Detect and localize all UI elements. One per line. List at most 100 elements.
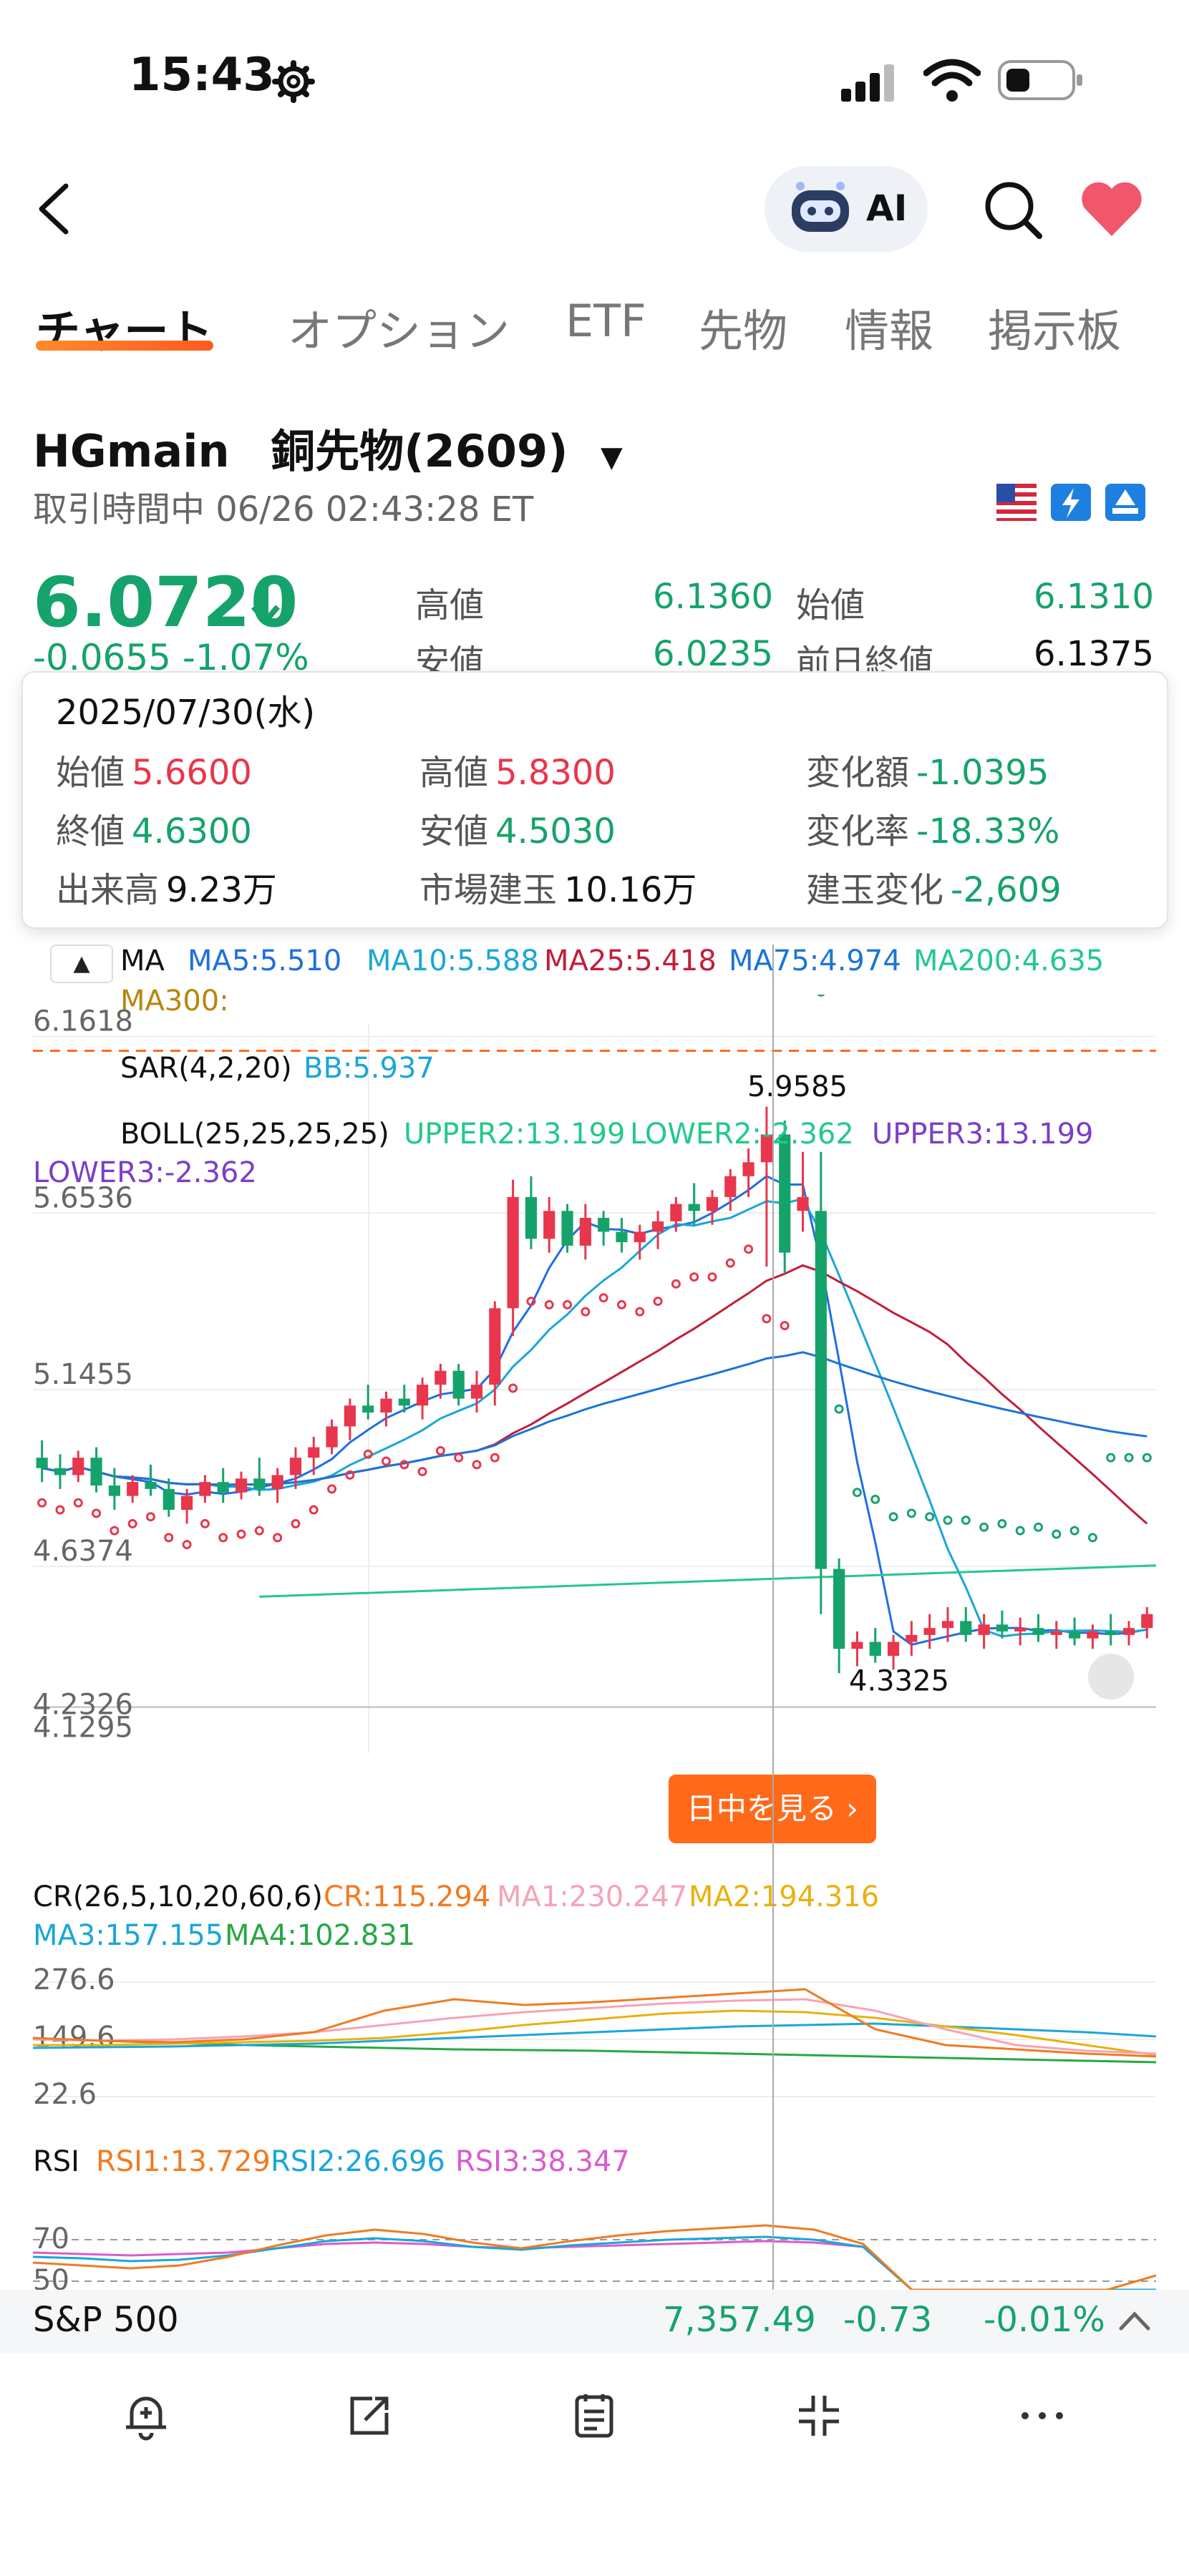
sar-dot [200, 1518, 210, 1528]
candle-body [127, 1482, 139, 1496]
tab-etf[interactable]: ETF [566, 295, 646, 347]
candle-body [1014, 1628, 1027, 1631]
sar-dot [689, 1272, 699, 1282]
sar-dot [490, 1453, 500, 1463]
popup-low: 安値 4.5030 [419, 811, 616, 852]
expand-chevron-up-icon[interactable] [1117, 2306, 1152, 2334]
candle-body [651, 1221, 664, 1232]
candle-body [398, 1398, 410, 1406]
ma75-line [42, 1351, 1147, 1486]
candle-body [271, 1475, 283, 1489]
y-axis-label: 4.2326 [33, 1689, 133, 1722]
sar-dot [544, 1299, 554, 1309]
sar-dot [852, 1488, 862, 1498]
sar-dot [435, 1445, 445, 1455]
rsi-series-line [32, 2224, 1157, 2290]
chevron-right-icon: › [846, 1791, 859, 1826]
popup-oi-change: 建玉変化 -2,609 [806, 870, 1062, 910]
sar-dot [110, 1526, 120, 1536]
rsi1-label: RSI1:13.729 [96, 2145, 271, 2178]
sar-dot [943, 1516, 953, 1526]
candle-body [470, 1385, 483, 1399]
sar-dot [254, 1526, 264, 1536]
sar-dot [73, 1498, 83, 1508]
sar-dot [236, 1529, 246, 1539]
candle-body [36, 1458, 48, 1468]
sar-dot [472, 1460, 482, 1470]
sar-dot [1087, 1533, 1097, 1543]
settings-gear-icon [272, 60, 315, 103]
expand-chart-icon [1088, 1654, 1134, 1700]
sar-dot [508, 1383, 518, 1393]
share-icon[interactable] [344, 2390, 395, 2441]
open-value: 6.1310 [1034, 577, 1154, 617]
candle-body [779, 1134, 791, 1253]
sar-dot [563, 1299, 573, 1309]
candle-body [181, 1496, 193, 1510]
candle-body [525, 1196, 538, 1239]
boll-label: BOLL(25,25,25,25) [120, 1118, 389, 1151]
tab-options[interactable]: オプション [288, 305, 510, 357]
sar-dot [906, 1508, 916, 1518]
popup-volume: 出来高 9.23万 [56, 870, 277, 910]
sar-dot [454, 1453, 464, 1463]
candle-body [996, 1624, 1008, 1631]
candle-body [344, 1405, 356, 1427]
instrument-code: HGmain [33, 425, 230, 477]
cr-series-line [32, 1988, 1157, 2058]
sar-dot [92, 1508, 102, 1518]
sar-dot [182, 1540, 192, 1550]
cr-series-line [32, 2022, 1157, 2049]
sar-dot [309, 1505, 319, 1515]
last-price: 6.0720 [33, 562, 299, 643]
sar-dot [598, 1293, 608, 1303]
y-axis-label: 6.1618 [33, 1005, 133, 1038]
candle-body [1141, 1614, 1153, 1629]
favorite-heart-icon[interactable] [1079, 182, 1144, 239]
notes-icon[interactable] [568, 2390, 620, 2441]
cr-axis-label: 276.6 [33, 1963, 115, 1996]
collapse-arrows-icon[interactable] [793, 2390, 845, 2441]
rsi3-label: RSI3:38.347 [455, 2145, 630, 2178]
sar-dot [381, 1456, 391, 1466]
candle-body [1050, 1631, 1062, 1635]
sar-dot [925, 1512, 935, 1522]
tab-news[interactable]: 情報 [845, 305, 934, 357]
alert-bell-icon[interactable] [120, 2390, 172, 2441]
market-ticker-bar[interactable] [0, 2290, 1189, 2353]
sar-dot [164, 1533, 174, 1543]
popup-open: 始値 5.6600 [56, 753, 252, 793]
popup-date: 2025/07/30(水) [56, 693, 316, 733]
cr-ma4-label: MA4:102.831 [225, 1919, 416, 1952]
robot-icon [792, 182, 849, 232]
price-chart[interactable]: 6.16185.65365.14554.63744.23264.12952025… [0, 995, 1189, 1789]
candle-body [380, 1398, 392, 1413]
more-dots-icon[interactable] [1016, 2390, 1068, 2441]
candle-body [670, 1204, 682, 1221]
tab-board[interactable]: 掲示板 [988, 305, 1122, 357]
collapse-indicators-button[interactable]: ▲ [50, 945, 113, 983]
ma300-label: MA300: [120, 985, 229, 1018]
sar-dot [744, 1244, 754, 1254]
low-value: 6.0235 [653, 634, 773, 674]
sar-dot [1069, 1526, 1079, 1536]
candle-body [724, 1176, 737, 1197]
candle-body [162, 1488, 175, 1510]
tab-futures[interactable]: 先物 [699, 305, 788, 357]
sar-dot [581, 1307, 591, 1317]
y-axis-label: 4.6374 [33, 1535, 133, 1568]
down-arrow-icon [251, 584, 281, 626]
cr-series-line [33, 2009, 1157, 2057]
cr-series-line [32, 2038, 1157, 2064]
search-icon[interactable] [981, 177, 1045, 242]
popup-open-interest: 市場建玉 10.16万 [419, 870, 697, 910]
back-chevron-icon[interactable] [33, 180, 76, 238]
y-axis-label: 5.6536 [33, 1181, 133, 1214]
ticker-price: 7,357.49 [663, 2300, 816, 2340]
cr-axis-label: 22.6 [33, 2078, 97, 2111]
instrument-title[interactable]: HGmain 銅先物(2609) ▼ [33, 415, 623, 479]
sar-dot [399, 1460, 409, 1470]
ai-label: AI [866, 187, 908, 229]
